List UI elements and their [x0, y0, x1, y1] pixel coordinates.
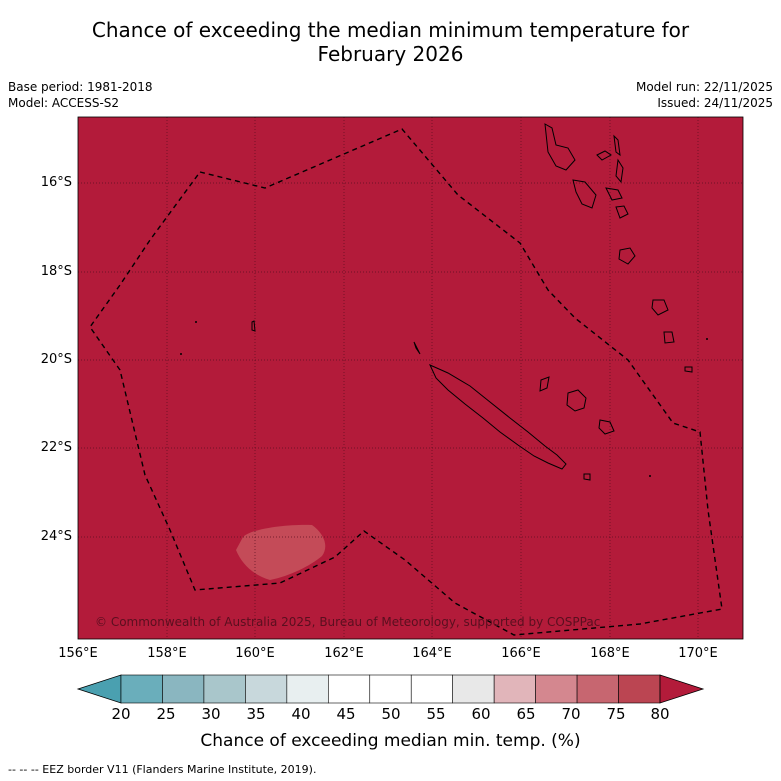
colorbar-segments: [120, 674, 661, 704]
colorbar-tick: 20: [111, 705, 131, 723]
colorbar-label: Chance of exceeding median min. temp. (%…: [200, 731, 581, 751]
meta-right: Model run: 22/11/2025 Issued: 24/11/2025: [636, 79, 773, 111]
map-background: [78, 117, 743, 639]
vanuatu-malekula: [572, 179, 597, 209]
colorbar-high-extend: [659, 674, 705, 704]
copyright-text: © Commonwealth of Australia 2025, Bureau…: [95, 615, 600, 629]
colorbar-tick: 60: [471, 705, 491, 723]
colorbar-tick: 75: [606, 705, 626, 723]
loyalty-islands-lifou: [566, 389, 587, 412]
eez-legend-text: -- -- -- EEZ border V11 (Flanders Marine…: [8, 763, 317, 776]
lat-label-22s: 22°S: [40, 440, 72, 455]
vanuatu-erromango: [651, 299, 669, 316]
colorbar-segment: [452, 674, 495, 704]
new-caledonia-coastline: [428, 364, 567, 470]
vanuatu-ambae: [596, 150, 612, 161]
eez-border: [89, 128, 723, 636]
model-run: Model run: 22/11/2025: [635, 80, 773, 94]
lon-label-170e: 170°E: [678, 646, 718, 661]
colorbar-segment: [576, 674, 619, 704]
colorbar-tick: 80: [650, 705, 670, 723]
lat-label-18s: 18°S: [40, 264, 72, 279]
colorbar-segment: [203, 674, 246, 704]
vanuatu-maewo: [613, 134, 621, 157]
lat-label-24s: 24°S: [40, 529, 72, 544]
reef-dot: [195, 321, 197, 323]
reef-dot: [180, 353, 182, 355]
chesterfield-reef: [251, 320, 256, 332]
vanuatu-espiritu-santo: [544, 123, 576, 171]
colorbar-segment: [328, 674, 371, 704]
title-line-2: February 2026: [317, 42, 464, 66]
lat-label-20s: 20°S: [40, 352, 72, 367]
gridlines: [78, 117, 743, 639]
colorbar-segment: [162, 674, 205, 704]
colorbar-segment: [286, 674, 329, 704]
colorbar-segment: [369, 674, 412, 704]
issued-date: Issued: 24/11/2025: [657, 96, 773, 110]
vanuatu-pentecost: [615, 158, 624, 184]
map-title: Chance of exceeding the median minimum t…: [0, 18, 781, 66]
lon-label-166e: 166°E: [501, 646, 541, 661]
colorbar-tick: 70: [561, 705, 581, 723]
colorbar-segment: [120, 674, 163, 704]
probability-patch: [236, 524, 326, 580]
lon-label-162e: 162°E: [324, 646, 364, 661]
isle-of-pines: [583, 473, 591, 481]
colorbar-tick: 45: [336, 705, 356, 723]
lat-label-16s: 16°S: [40, 175, 72, 190]
colorbar-segment: [245, 674, 288, 704]
title-line-1: Chance of exceeding the median minimum t…: [91, 18, 690, 42]
vanuatu-efate: [618, 247, 636, 265]
lon-label-164e: 164°E: [412, 646, 452, 661]
vanuatu-aneityum: [684, 366, 693, 373]
base-period: Base period: 1981-2018: [8, 80, 153, 94]
meta-left: Base period: 1981-2018 Model: ACCESS-S2: [8, 79, 153, 111]
colorbar-segment: [410, 674, 453, 704]
reef-dot: [706, 338, 708, 340]
lon-label-160e: 160°E: [235, 646, 275, 661]
colorbar-tick: 55: [426, 705, 446, 723]
reef-dot: [649, 475, 651, 477]
colorbar-tick: 25: [156, 705, 176, 723]
colorbar-tick: 65: [516, 705, 536, 723]
vanuatu-ambrym: [605, 187, 623, 201]
vanuatu-tanna: [663, 331, 675, 344]
colorbar-segment: [493, 674, 536, 704]
colorbar-low-extend: [76, 674, 122, 704]
colorbar-tick: 30: [201, 705, 221, 723]
map-frame: [77, 116, 744, 640]
loyalty-islands-ouvea: [539, 376, 550, 392]
lon-label-168e: 168°E: [590, 646, 630, 661]
colorbar-tick: 50: [381, 705, 401, 723]
loyalty-islands-mare: [598, 419, 615, 435]
colorbar-tick: 35: [246, 705, 266, 723]
colorbar-segment: [618, 674, 661, 704]
colorbar-segment: [535, 674, 578, 704]
vanuatu-epi: [615, 205, 629, 219]
belep-islands: [413, 341, 421, 355]
model-name: Model: ACCESS-S2: [8, 96, 120, 110]
lon-label-158e: 158°E: [147, 646, 187, 661]
colorbar-tick: 40: [291, 705, 311, 723]
lon-label-156e: 156°E: [58, 646, 98, 661]
colorbar: [76, 674, 705, 704]
